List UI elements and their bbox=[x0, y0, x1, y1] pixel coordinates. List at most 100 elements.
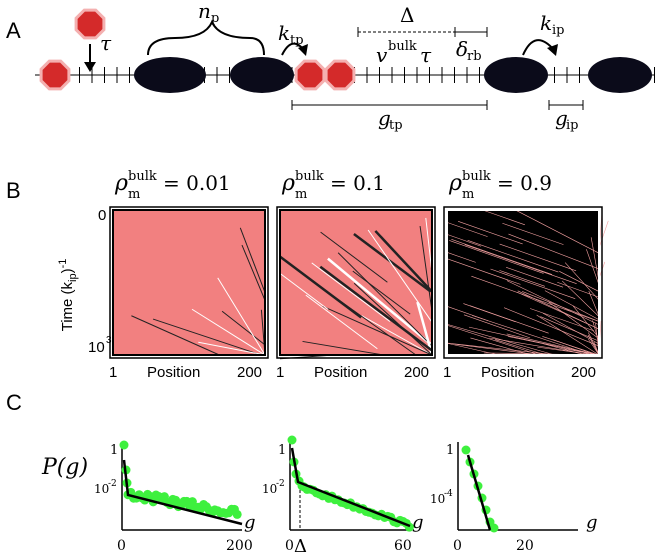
x-mark: Δ bbox=[294, 536, 307, 557]
streak bbox=[305, 294, 378, 350]
streak bbox=[467, 240, 559, 273]
x-tick-label: 20 bbox=[516, 538, 534, 554]
arrow-head bbox=[547, 44, 558, 56]
streak bbox=[548, 301, 600, 339]
x-label: Position bbox=[147, 364, 200, 381]
rho-sup: bulk bbox=[295, 169, 324, 184]
streak bbox=[470, 337, 532, 356]
point bbox=[287, 435, 297, 445]
kymo-frame bbox=[446, 209, 600, 356]
kymo-title: = 0.9 bbox=[497, 171, 552, 195]
streak bbox=[446, 258, 521, 285]
streak bbox=[319, 265, 433, 352]
x-label: g bbox=[412, 512, 424, 533]
streak bbox=[590, 237, 600, 282]
streak bbox=[502, 222, 564, 245]
arrow-head bbox=[84, 62, 96, 72]
streak bbox=[353, 233, 432, 293]
streak bbox=[367, 229, 433, 323]
streak bbox=[588, 332, 600, 356]
streak bbox=[542, 336, 600, 356]
rho: ρ bbox=[114, 171, 128, 196]
panel-a: A τ n p k tp Δ v bulk τ δ rb k ip g tp g… bbox=[6, 0, 655, 133]
streak bbox=[451, 239, 553, 275]
g-ip: g bbox=[555, 106, 568, 130]
y-tick-label: 10 bbox=[262, 482, 277, 496]
y-label-sub: ip bbox=[67, 273, 79, 282]
y-tick-sup: -2 bbox=[276, 479, 285, 489]
kymo-border bbox=[443, 206, 603, 359]
streak bbox=[592, 320, 600, 344]
y-label: Time (kip)-1 bbox=[57, 259, 79, 332]
kymograph bbox=[447, 210, 599, 355]
streak bbox=[221, 310, 266, 346]
x-tick-label: 200 bbox=[226, 538, 253, 554]
point bbox=[119, 440, 129, 450]
streak bbox=[484, 210, 526, 226]
streak bbox=[320, 286, 417, 356]
kymo-streaks bbox=[446, 210, 609, 356]
streak bbox=[499, 270, 545, 287]
k-ip: k bbox=[540, 11, 552, 35]
streak bbox=[561, 280, 600, 317]
streak bbox=[564, 262, 600, 301]
rho: ρ bbox=[448, 171, 462, 196]
streak bbox=[454, 343, 541, 356]
y-tick-label: 10 bbox=[94, 482, 109, 496]
y-tick-label: 10 bbox=[430, 492, 445, 506]
kymo-border bbox=[109, 206, 269, 359]
streak bbox=[446, 222, 488, 237]
streak bbox=[311, 262, 391, 322]
y-tick-sup: -2 bbox=[108, 479, 117, 489]
streak bbox=[507, 336, 599, 356]
streak bbox=[557, 281, 600, 298]
ribosome bbox=[134, 57, 206, 93]
delta: Δ bbox=[400, 3, 414, 27]
streak bbox=[191, 308, 266, 356]
streak bbox=[544, 290, 600, 321]
k-tp: k bbox=[278, 21, 290, 45]
streak bbox=[536, 314, 600, 356]
v: v bbox=[376, 43, 388, 67]
x-start: 1 bbox=[443, 364, 451, 381]
ribosome bbox=[484, 57, 548, 93]
streak bbox=[506, 333, 600, 356]
y-tick-label: 0 bbox=[98, 207, 106, 224]
y-tick-label: 1 bbox=[110, 443, 118, 458]
streak bbox=[302, 340, 384, 356]
fit-line bbox=[122, 459, 243, 526]
ribosome bbox=[588, 57, 652, 93]
streak bbox=[517, 292, 600, 330]
streak bbox=[469, 305, 549, 334]
panel-label: A bbox=[6, 18, 21, 43]
y-tick-label: 1 bbox=[446, 443, 454, 458]
rho: ρ bbox=[281, 171, 295, 196]
y-label-sup: -1 bbox=[57, 259, 69, 269]
streak bbox=[152, 318, 262, 356]
streak bbox=[506, 267, 564, 288]
kymo-title: = 0.01 bbox=[163, 171, 231, 195]
tRNA bbox=[324, 59, 356, 91]
streak bbox=[506, 280, 600, 326]
point bbox=[187, 497, 197, 507]
x-tick-label: 0 bbox=[285, 538, 294, 554]
streak bbox=[503, 307, 600, 347]
ribosome bbox=[230, 57, 294, 93]
kymo-frame bbox=[279, 209, 433, 356]
streak bbox=[489, 337, 594, 356]
rho-sup: bulk bbox=[462, 169, 491, 184]
streak bbox=[131, 315, 220, 356]
arrow-head bbox=[298, 44, 308, 56]
g-tp: g bbox=[378, 106, 391, 130]
x-label: g bbox=[586, 512, 598, 533]
x-tick-label: 60 bbox=[394, 538, 412, 554]
streak bbox=[586, 249, 600, 285]
streak bbox=[327, 257, 433, 347]
streak bbox=[198, 341, 266, 356]
rho-sub: m bbox=[462, 187, 474, 202]
streak bbox=[572, 305, 600, 339]
streak bbox=[446, 342, 559, 356]
streak bbox=[458, 221, 523, 245]
